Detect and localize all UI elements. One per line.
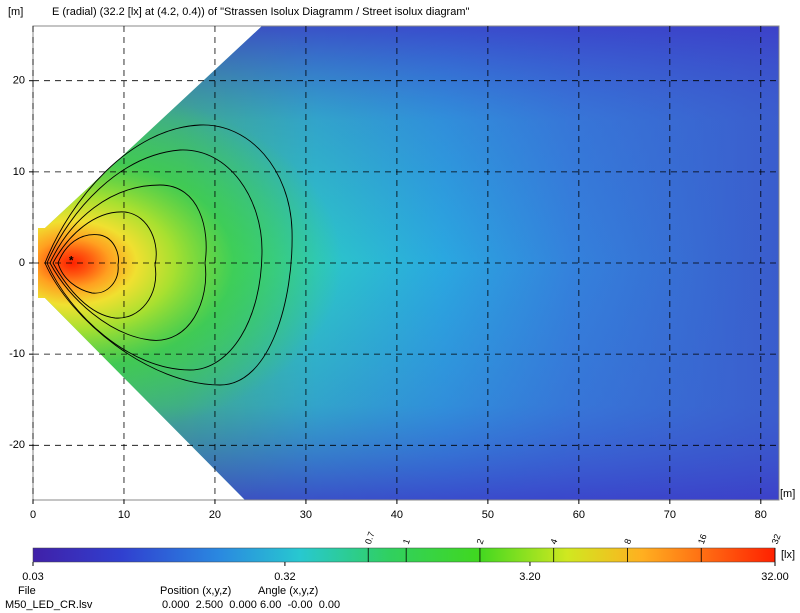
contour-line: [44, 124, 293, 386]
contour-level-label: 4: [548, 537, 559, 545]
x-tick-label: 50: [482, 509, 494, 521]
contour-level-label: 16: [696, 533, 709, 546]
y-tick-label: 0: [19, 257, 25, 269]
x-tick-label: 0: [30, 509, 36, 521]
colorbar-tick-label: 0.03: [22, 571, 43, 583]
y-tick-label: 10: [13, 166, 25, 178]
y-tick-label: -20: [9, 439, 25, 451]
x-tick-label: 70: [664, 509, 676, 521]
y-tick-label: 20: [13, 75, 25, 87]
contour-line: [57, 234, 119, 294]
contour-level-label: 1: [401, 537, 412, 545]
colorbar-tick-label: 3.20: [519, 571, 540, 583]
chart-title: E (radial) (32.2 [lx] at (4.2, 0.4)) of …: [52, 6, 470, 18]
contour-line: [49, 184, 207, 341]
footer-value: M50_LED_CR.lsv: [5, 599, 93, 611]
contour-line: [46, 149, 263, 371]
contour-level-label: 2: [475, 537, 486, 545]
footer-header: File: [18, 585, 36, 597]
x-tick-label: 60: [573, 509, 585, 521]
footer-header: Position (x,y,z): [160, 585, 231, 597]
x-tick-label: 20: [209, 509, 221, 521]
footer-value: 6.00 -0.00 0.00: [260, 599, 340, 611]
footer-header: Angle (x,y,z): [258, 585, 318, 597]
colorbar: [32, 547, 776, 563]
y-axis-label: [m]: [8, 6, 23, 18]
contour-level-label: 8: [622, 537, 633, 545]
colorbar-unit: [lx]: [781, 549, 795, 561]
contour-level-label: 0.7: [363, 530, 377, 545]
x-tick-label: 10: [118, 509, 130, 521]
y-tick-label: -10: [9, 348, 25, 360]
contour-lines: [44, 124, 293, 386]
x-axis-label: [m]: [780, 488, 795, 500]
contour-level-label: 32: [770, 533, 783, 546]
colorbar-tick-label: 32.00: [761, 571, 789, 583]
x-tick-label: 40: [391, 509, 403, 521]
colorbar-tick-label: 0.32: [274, 571, 295, 583]
contour-line: [52, 211, 157, 319]
x-tick-label: 30: [300, 509, 312, 521]
x-tick-label: 80: [755, 509, 767, 521]
peak-marker: *: [69, 254, 74, 268]
footer-value: 0.000 2.500 0.000: [162, 599, 257, 611]
